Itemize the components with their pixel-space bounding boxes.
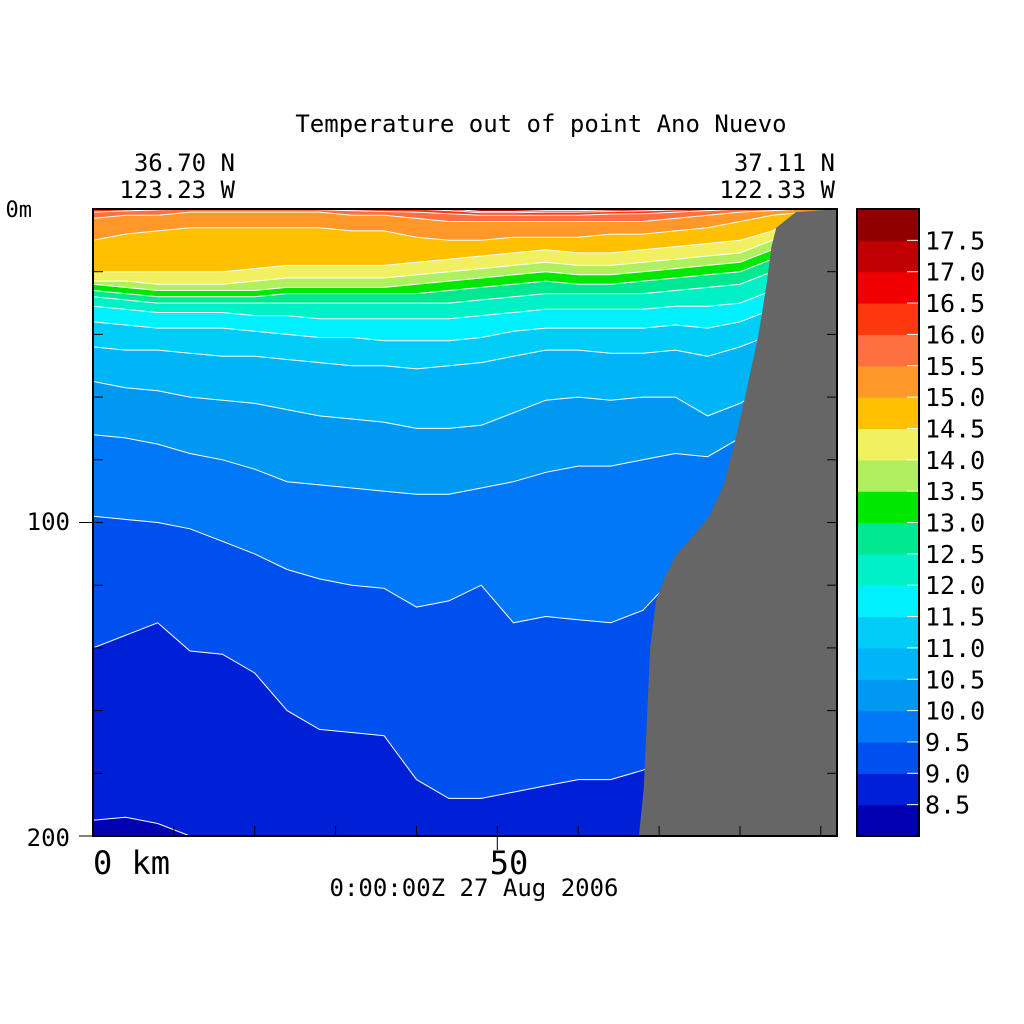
x-tick-label-50: 50 [490,844,529,882]
right-latitude: 37.11 N [734,149,835,177]
axis-ticks [79,208,837,850]
colorbar-swatch [857,209,919,241]
colorbar-label: 12.0 [925,571,985,600]
colorbar-label: 8.5 [925,791,970,820]
colorbar-swatch [857,365,919,398]
colorbar-swatch [857,616,919,649]
colorbar-swatch [857,334,919,367]
colorbar-swatch [857,585,919,618]
x-tick-label-0: 0 km [93,844,170,882]
colorbar-label: 10.5 [925,665,985,694]
colorbar-swatch [857,522,919,555]
colorbar-swatch [857,647,919,680]
colorbar-label: 11.5 [925,603,985,632]
left-latitude: 36.70 N [134,149,235,177]
colorbar-swatch [857,804,919,837]
colorbar-swatch [857,679,919,712]
isotherm-line [93,224,837,291]
isotherm-line [93,209,837,216]
colorbar-label: 15.0 [925,383,985,412]
colorbar-label: 10.0 [925,697,985,726]
y-axis-top-label: 0m [6,198,33,223]
colorbar-label: 11.0 [925,634,985,663]
timestamp: 0:00:00Z 27 Aug 2006 [330,874,619,902]
colorbar-label: 9.0 [925,759,970,788]
colorbar-swatch [857,459,919,492]
isotherm-line [93,622,837,836]
y-tick-label-200: 200 [27,824,70,852]
colorbar-label: 16.5 [925,289,985,318]
right-longitude: 122.33 W [719,176,835,204]
colorbar-label: 9.5 [925,728,970,757]
colorbar-swatch [857,741,919,774]
colorbar-swatch [857,553,919,586]
isotherm-line [93,214,837,273]
colorbar-swatch [857,303,919,335]
isotherm-line [93,217,837,285]
colorbar-label: 14.5 [925,414,985,443]
colorbar-labels: 8.5 9.09.510.0 10.511.011.5 12.012.513.0 13.… [925,226,985,819]
colorbar-swatch [857,491,919,524]
colorbar-label: 15.5 [925,352,985,381]
colorbar-swatch [857,773,919,806]
colorbar-label: 13.5 [925,477,985,506]
colorbar-label: 14.0 [925,446,985,475]
colorbar-label: 13.0 [925,509,985,538]
seafloor-bathymetry [638,209,837,836]
colorbar-frame [856,208,920,837]
isotherm-line [93,209,837,222]
plot-area [93,209,837,836]
colorbar-label: 17.5 [925,226,985,255]
isotherm-line [93,233,837,298]
colorbar-swatch [857,397,919,430]
isotherm-line [93,211,837,241]
isotherm-line [93,209,837,214]
isotherm-line [93,321,837,370]
colorbar-swatch [857,240,919,273]
isotherm-line [93,415,837,495]
isotherm-line [93,252,837,304]
colorbar [856,208,920,837]
colorbar-label: 17.0 [925,258,985,287]
colorbar-swatch [857,710,919,743]
left-longitude: 123.23 W [119,176,235,204]
isotherm-line [93,271,837,320]
isotherm-line [93,209,837,212]
temperature-band [93,816,837,836]
colorbar-label: 16.0 [925,320,985,349]
colorbar-swatch [857,428,919,461]
colorbar-label: 12.5 [925,540,985,569]
colorbar-swatch [857,271,919,304]
isotherm-line [93,371,837,429]
isotherm-line [93,293,837,342]
chart-title: Temperature out of point Ano Nuevo [295,110,786,138]
y-tick-label-100: 100 [27,508,70,536]
